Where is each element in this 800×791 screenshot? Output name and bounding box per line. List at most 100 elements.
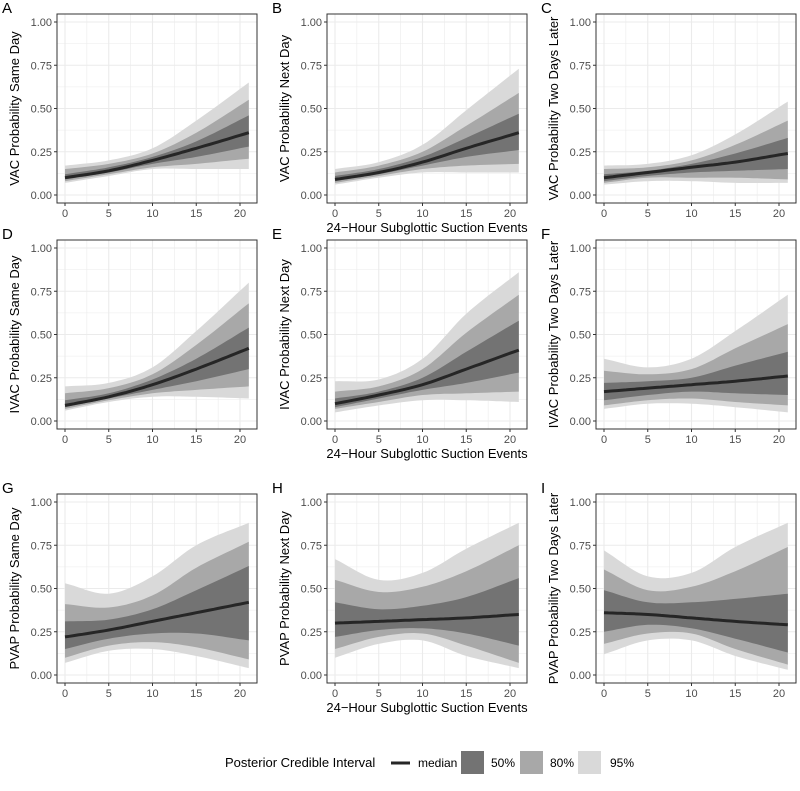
x-tick-label: 0 [601, 208, 607, 220]
panel-letter: G [2, 480, 14, 497]
legend: Posterior Credible Interval median 50% 8… [225, 751, 634, 774]
y-axis-label: VAC Probability Same Day [7, 31, 22, 186]
x-tick-label: 20 [773, 208, 785, 220]
x-tick-label: 5 [645, 434, 651, 446]
y-tick-label: 1.00 [570, 243, 591, 255]
x-tick-label: 20 [504, 434, 516, 446]
y-tick-label: 0.00 [301, 670, 322, 682]
y-tick-label: 1.00 [570, 17, 591, 29]
median-line [64, 346, 250, 407]
median-line [334, 613, 519, 625]
y-tick-label: 0.50 [570, 330, 591, 342]
y-tick-label: 1.00 [301, 243, 322, 255]
panel-letter: H [272, 480, 283, 497]
y-axis-label: IVAC Probability Same Day [7, 255, 22, 413]
y-tick-label: 0.25 [31, 627, 52, 639]
y-axis-label: VAC Probability Two Days Later [546, 16, 561, 200]
x-axis-label: 24−Hour Subglottic Suction Events [326, 446, 528, 461]
y-tick-label: 0.75 [570, 286, 591, 298]
band-ci50 [335, 578, 519, 646]
y-tick-label: 0.75 [301, 60, 322, 72]
y-tick-label: 0.25 [570, 627, 591, 639]
x-tick-label: 10 [416, 434, 428, 446]
panel-letter: D [2, 226, 13, 243]
y-tick-label: 0.25 [301, 373, 322, 385]
y-tick-label: 0.50 [570, 104, 591, 116]
x-tick-label: 5 [376, 208, 382, 220]
y-tick-label: 0.75 [301, 286, 322, 298]
panel-a: 0.00 0.25 0.50 0.75 1.00 0 5 10 15 20 A VAC Probabi… [2, 0, 258, 220]
y-tick-label: 1.00 [31, 17, 52, 29]
x-tick-label: 10 [685, 688, 697, 700]
y-tick-label: 1.00 [31, 243, 52, 255]
y-tick-label: 0.25 [570, 373, 591, 385]
x-tick-label: 5 [645, 208, 651, 220]
panel-g: 0.00 0.25 0.50 0.75 1.00 0 5 10 15 20 G PVAP Probab… [2, 480, 258, 700]
y-axis-label: VAC Probability Next Day [277, 34, 292, 182]
x-tick-label: 0 [62, 688, 68, 700]
y-tick-label: 1.00 [570, 497, 591, 509]
x-tick-label: 15 [190, 688, 202, 700]
y-tick-label: 1.00 [31, 497, 52, 509]
y-tick-label: 0.25 [301, 147, 322, 159]
median-line [603, 374, 788, 394]
y-tick-label: 0.25 [31, 147, 52, 159]
band-ci50 [335, 113, 519, 182]
x-axis-label: 24−Hour Subglottic Suction Events [326, 700, 528, 715]
y-tick-label: 0.50 [570, 584, 591, 596]
x-tick-label: 15 [460, 434, 472, 446]
panel-d: 0.00 0.25 0.50 0.75 1.00 0 5 10 15 20 D IVAC Probab… [2, 226, 258, 446]
y-axis-label: PVAP Probability Same Day [7, 507, 22, 670]
legend-50-label: 50% [491, 756, 515, 770]
y-tick-label: 0.75 [31, 540, 52, 552]
x-tick-label: 15 [190, 208, 202, 220]
panel-e: 0.00 0.25 0.50 0.75 1.00 0 5 10 15 20 E IVAC Probab… [272, 226, 528, 461]
panel-letter: C [541, 0, 552, 17]
x-tick-label: 0 [332, 208, 338, 220]
x-tick-label: 10 [146, 208, 158, 220]
y-tick-label: 1.00 [301, 497, 322, 509]
x-tick-label: 0 [332, 434, 338, 446]
x-tick-label: 20 [234, 434, 246, 446]
x-tick-label: 15 [729, 208, 741, 220]
x-tick-label: 5 [376, 688, 382, 700]
panel-b: 0.00 0.25 0.50 0.75 1.00 0 5 10 15 20 B VAC Probabi… [272, 0, 528, 235]
x-tick-label: 10 [685, 434, 697, 446]
legend-80-label: 80% [550, 756, 574, 770]
y-tick-label: 0.00 [31, 190, 52, 202]
y-axis-label: PVAP Probability Next Day [277, 511, 292, 666]
median-line [334, 348, 520, 406]
x-tick-label: 10 [146, 434, 158, 446]
y-tick-label: 0.00 [570, 416, 591, 428]
legend-50-swatch [461, 751, 484, 774]
x-tick-label: 0 [332, 688, 338, 700]
x-tick-label: 5 [645, 688, 651, 700]
x-tick-label: 0 [62, 434, 68, 446]
panel-letter: A [2, 0, 12, 17]
band-ci50 [65, 115, 249, 180]
x-tick-label: 20 [504, 208, 516, 220]
x-tick-label: 20 [773, 688, 785, 700]
legend-95-label: 95% [610, 756, 634, 770]
x-tick-label: 15 [460, 208, 472, 220]
band-ci50 [604, 590, 788, 653]
median-line [334, 131, 520, 181]
x-tick-label: 10 [416, 688, 428, 700]
y-tick-label: 1.00 [301, 17, 322, 29]
x-tick-label: 5 [376, 434, 382, 446]
y-tick-label: 0.25 [570, 147, 591, 159]
x-tick-label: 0 [601, 434, 607, 446]
y-tick-label: 0.75 [570, 60, 591, 72]
x-tick-label: 10 [685, 208, 697, 220]
y-tick-label: 0.00 [31, 416, 52, 428]
y-tick-label: 0.00 [570, 670, 591, 682]
x-tick-label: 20 [234, 208, 246, 220]
y-tick-label: 0.50 [301, 330, 322, 342]
band-ci50 [604, 137, 788, 182]
y-axis-label: IVAC Probability Two Days Later [546, 240, 561, 428]
legend-80-swatch [520, 751, 543, 774]
panel-letter: I [541, 480, 545, 497]
y-tick-label: 0.50 [31, 104, 52, 116]
